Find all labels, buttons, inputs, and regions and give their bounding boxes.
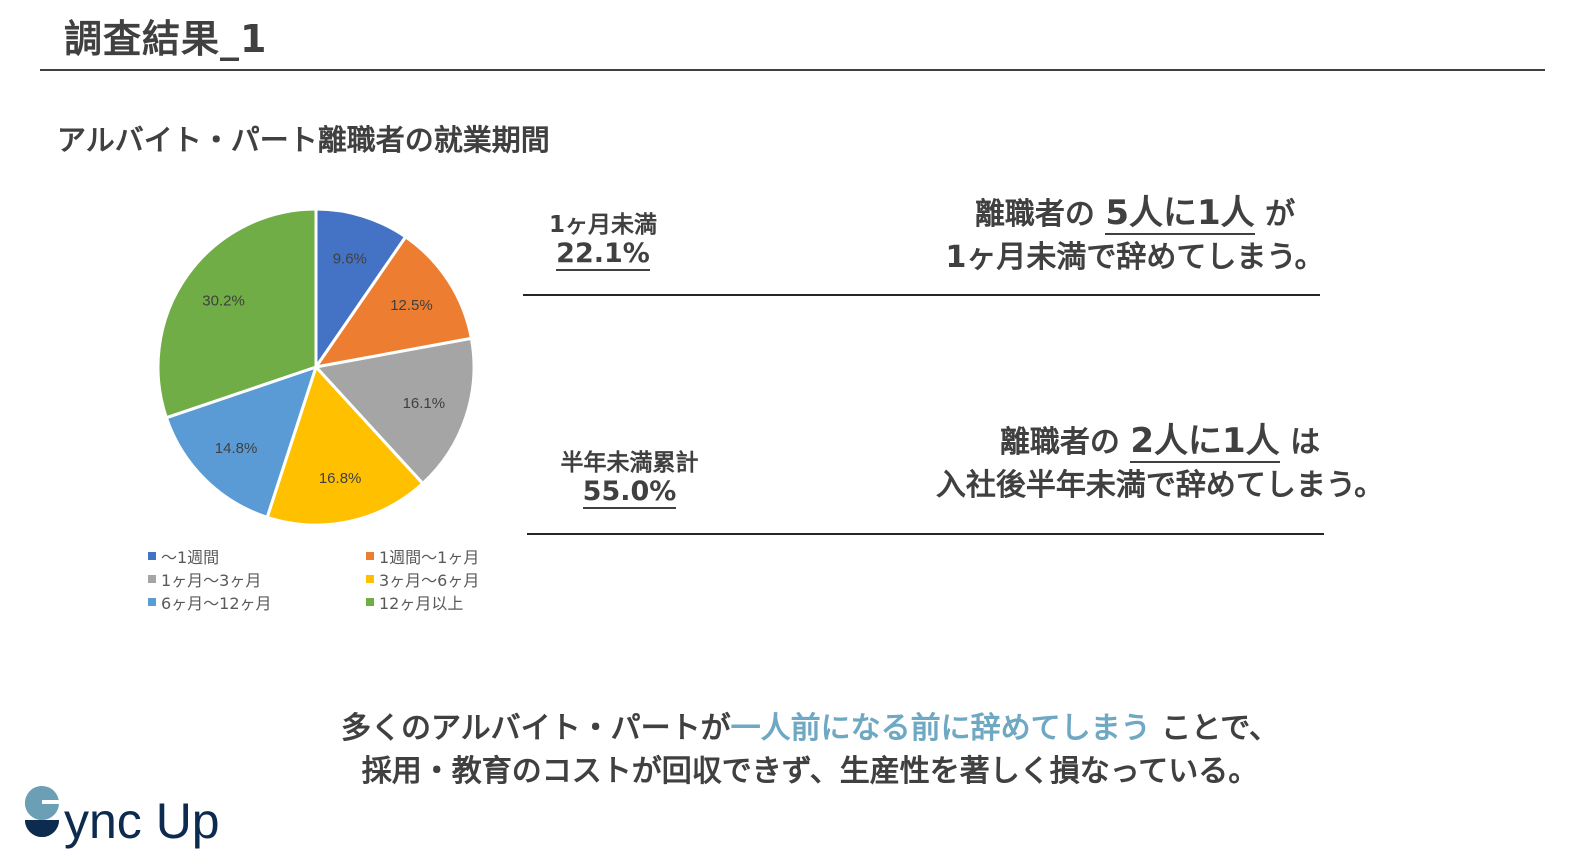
- message-prefix: 離職者の: [974, 197, 1095, 232]
- pie-slice: [164, 364, 319, 520]
- legend-label: 1週間〜1ヶ月: [379, 548, 480, 567]
- message-emphasis: 5人に1人: [1105, 193, 1255, 235]
- section-divider: [523, 294, 1320, 296]
- message-line-1: 離職者の 5人に1人 が: [925, 192, 1345, 236]
- message-emphasis: 2人に1人: [1130, 421, 1280, 463]
- pie-slice: [312, 234, 474, 370]
- conclusion-text: 多くのアルバイト・パートが一人前になる前に辞めてしまう ことで、 採用・教育のコ…: [240, 707, 1380, 793]
- pie-slice: [313, 336, 476, 486]
- pie-slice-label: 16.8%: [319, 470, 362, 487]
- legend-label: 6ヶ月〜12ヶ月: [161, 594, 272, 613]
- legend-swatch: [366, 575, 374, 583]
- legend-label: 〜1週間: [161, 548, 220, 567]
- pie-slice: [265, 364, 425, 527]
- pie-slice-label: 30.2%: [202, 293, 245, 310]
- pie-slice-label: 12.5%: [390, 297, 433, 314]
- legend-swatch: [366, 552, 374, 560]
- conclusion-line-1: 多くのアルバイト・パートが一人前になる前に辞めてしまう ことで、: [240, 707, 1380, 750]
- conclusion-prefix: 多くのアルバイト・パートが: [340, 711, 731, 746]
- legend-swatch: [366, 598, 374, 606]
- message-line-2: 1ヶ月未満で辞めてしまう。: [945, 240, 1325, 275]
- section-divider: [527, 533, 1324, 535]
- logo-text: ync Up: [64, 793, 220, 849]
- legend-swatch: [148, 575, 156, 583]
- pie-slice-label: 9.6%: [333, 250, 367, 267]
- conclusion-line-2: 採用・教育のコストが回収できず、生産性を著しく損なっている。: [361, 754, 1259, 789]
- title-divider: [40, 69, 1545, 71]
- stat-under-half-year: 半年未満累計 55.0%: [542, 443, 717, 509]
- pie-slice-label: 14.8%: [215, 440, 258, 457]
- sync-up-logo: ync Up: [20, 780, 230, 852]
- legend-swatch: [148, 552, 156, 560]
- legend-item-over-12-months: 12ヶ月以上: [366, 591, 546, 613]
- pie-slice: [314, 207, 408, 372]
- legend-item-3-to-6-months: 3ヶ月〜6ヶ月: [366, 568, 546, 590]
- stat-label: 1ヶ月未満: [548, 212, 657, 238]
- stat-label: 半年未満累計: [560, 450, 699, 476]
- pie-chart: 9.6% 12.5% 16.1% 16.8% 14.8% 30.2%: [140, 195, 500, 540]
- pie-slice: [156, 207, 318, 420]
- legend-swatch: [148, 598, 156, 606]
- stat-message-2: 離職者の 2人に1人 は 入社後半年未満で辞めてしまう。: [910, 420, 1410, 507]
- legend-item-under-1-week: 〜1週間: [148, 545, 366, 567]
- legend-item-1-to-3-months: 1ヶ月〜3ヶ月: [148, 568, 366, 590]
- legend-item-6-to-12-months: 6ヶ月〜12ヶ月: [148, 591, 366, 613]
- conclusion-suffix: ことで、: [1161, 711, 1280, 746]
- stat-value: 55.0%: [582, 476, 677, 509]
- message-line-2: 入社後半年未満で辞めてしまう。: [935, 468, 1385, 503]
- chart-legend: 〜1週間 1週間〜1ヶ月 1ヶ月〜3ヶ月 3ヶ月〜6ヶ月 6ヶ月〜12ヶ月 12…: [148, 545, 546, 613]
- pie-slice-label: 16.1%: [403, 395, 446, 412]
- legend-label: 3ヶ月〜6ヶ月: [379, 571, 480, 590]
- conclusion-highlight: 一人前になる前に辞めてしまう: [730, 711, 1151, 746]
- message-line-1: 離職者の 2人に1人 は: [910, 420, 1410, 464]
- message-suffix: が: [1265, 197, 1296, 232]
- chart-title: アルバイト・パート離職者の就業期間: [57, 123, 550, 157]
- pie-chart-svg: 9.6% 12.5% 16.1% 16.8% 14.8% 30.2%: [156, 207, 476, 527]
- message-prefix: 離職者の: [999, 425, 1120, 460]
- logo-mark-icon: ync Up: [25, 786, 220, 849]
- stat-under-1-month: 1ヶ月未満 22.1%: [533, 205, 673, 271]
- message-suffix: は: [1290, 425, 1321, 460]
- stat-value: 22.1%: [556, 238, 650, 271]
- stat-message-1: 離職者の 5人に1人 が 1ヶ月未満で辞めてしまう。: [925, 192, 1345, 279]
- legend-item-1-week-to-1-month: 1週間〜1ヶ月: [366, 545, 546, 567]
- legend-label: 12ヶ月以上: [379, 594, 464, 613]
- page-title: 調査結果_1: [64, 17, 268, 61]
- legend-label: 1ヶ月〜3ヶ月: [161, 571, 262, 590]
